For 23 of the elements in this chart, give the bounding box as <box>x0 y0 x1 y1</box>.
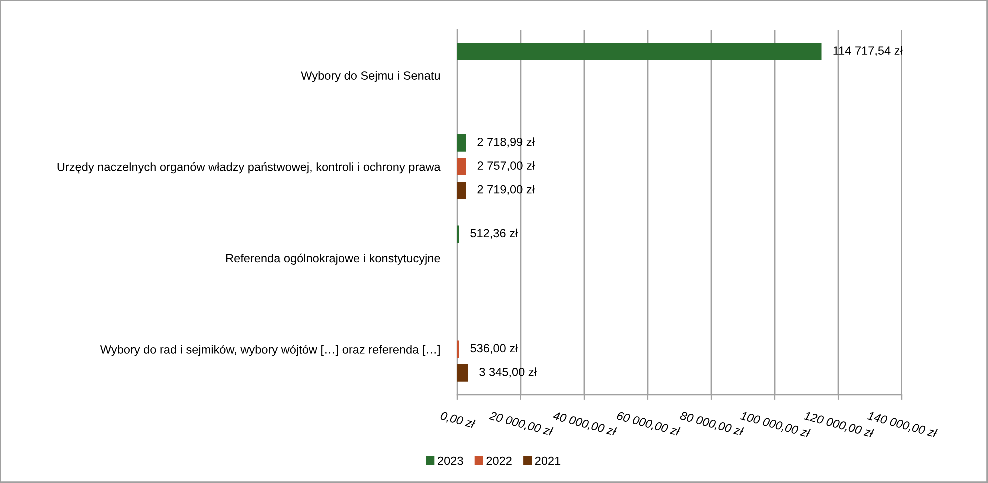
x-tick-label: 40 000,00 zł <box>552 411 618 438</box>
data-label: 536,00 zł <box>470 344 518 354</box>
legend-label: 2021 <box>535 456 561 466</box>
bar <box>457 364 468 382</box>
legend-label: 2023 <box>438 456 464 466</box>
data-label: 2 718,99 zł <box>478 138 535 148</box>
data-label: 3 345,00 zł <box>480 368 537 378</box>
y-tick-label: Wybory do rad i sejmików, wybory wójtów […] oraz referenda […] <box>100 345 440 356</box>
y-tick-label: Wybory do Sejmu i Senatu <box>301 71 440 82</box>
data-label: 114 717,54 zł <box>834 46 903 56</box>
data-label: 512,36 zł <box>470 228 518 239</box>
y-tick-label: Urzędy naczelnych organów władzy państwowej, kontroli i ochrony prawa <box>58 162 441 174</box>
bar <box>457 134 466 152</box>
bar <box>457 158 466 176</box>
data-label: 2 719,00 zł <box>478 185 535 196</box>
x-tick-label: 60 000,00 zł <box>616 411 681 438</box>
legend-label: 2022 <box>486 456 512 466</box>
bar <box>457 43 822 61</box>
x-tick-label: 0,00 zł <box>440 411 476 430</box>
y-tick-label: Referenda ogólnokrajowe i konstytucyjne <box>226 254 440 265</box>
x-tick-label: 20 000,00 zł <box>488 411 554 438</box>
bar <box>457 182 466 200</box>
data-label: 2 757,00 zł <box>478 161 535 172</box>
